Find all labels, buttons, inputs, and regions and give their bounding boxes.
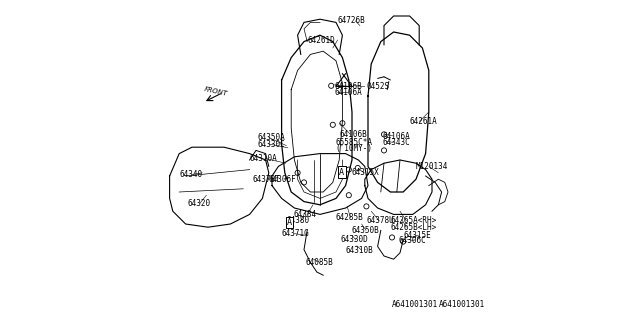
Text: 64371G: 64371G [282,229,309,238]
Text: 64343C: 64343C [383,138,410,147]
Text: 64106A: 64106A [334,88,362,97]
Text: 64306C: 64306C [398,236,426,245]
Text: 64106B: 64106B [334,82,362,91]
Text: 64106A: 64106A [383,132,410,140]
Text: 64285B: 64285B [335,213,363,222]
Text: 64265B<LH>: 64265B<LH> [390,223,436,232]
Text: 64106B: 64106B [339,130,367,139]
Text: 64378U: 64378U [366,216,394,225]
Text: 64340: 64340 [180,170,203,179]
Text: 64384: 64384 [294,210,317,219]
Text: M120134: M120134 [416,162,449,171]
Text: 64726B: 64726B [338,16,365,25]
Text: A641001301: A641001301 [438,300,484,309]
Text: 64315E: 64315E [403,231,431,240]
Text: ('10MY-): ('10MY-) [335,144,372,153]
Text: 64320: 64320 [187,199,211,208]
Text: 64310B: 64310B [346,246,373,255]
Text: 65585C*A: 65585C*A [335,138,372,147]
Text: 64330C: 64330C [258,140,285,148]
Text: 64350B: 64350B [351,226,379,235]
Text: 64265A<RH>: 64265A<RH> [390,216,436,225]
Text: 64261A: 64261A [410,117,437,126]
Text: 64350A: 64350A [258,133,285,142]
Text: A: A [339,168,344,177]
Text: 64378T: 64378T [253,175,280,184]
Text: 64306F: 64306F [269,175,296,184]
Text: FRONT: FRONT [204,86,228,97]
Text: A: A [287,218,292,227]
Text: 0452S: 0452S [366,82,390,91]
Text: 64315X: 64315X [351,168,379,177]
Text: 64310A: 64310A [250,154,277,163]
Text: A641001301: A641001301 [392,300,438,309]
Text: 64261D: 64261D [307,36,335,44]
Text: 64330D: 64330D [340,236,369,244]
Text: 64085B: 64085B [306,258,333,267]
Text: 64380: 64380 [287,216,310,225]
